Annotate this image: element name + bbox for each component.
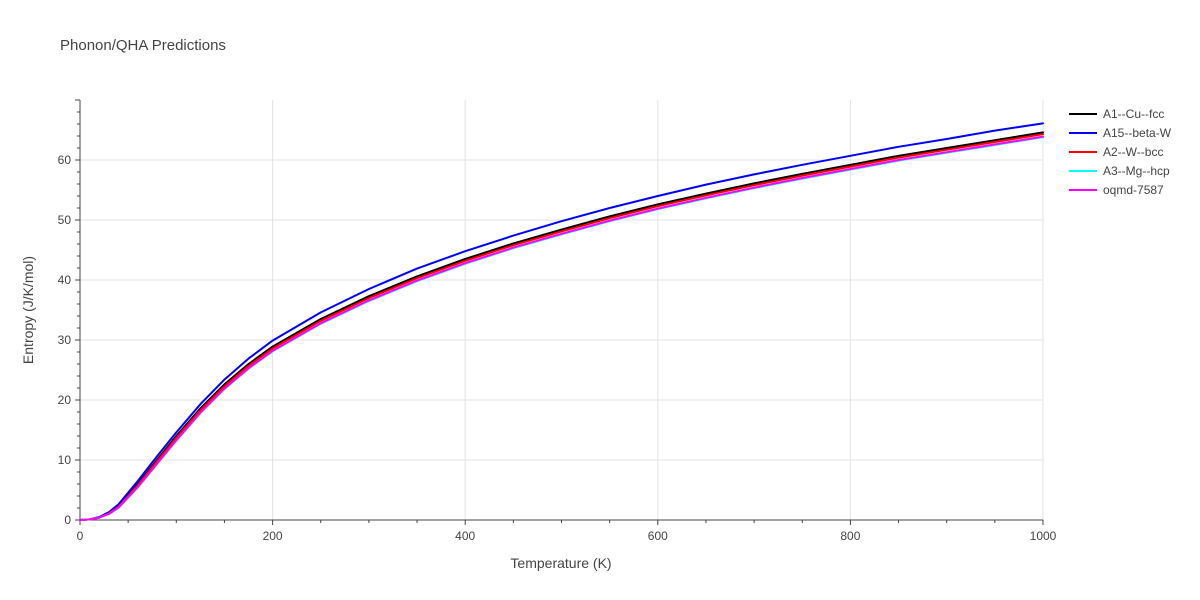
legend-label: A1--Cu--fcc xyxy=(1103,107,1164,121)
y-tick-label: 30 xyxy=(58,333,72,347)
legend-label: A15--beta-W xyxy=(1103,126,1172,140)
series-line-a2-w-bcc xyxy=(79,133,1044,521)
x-tick-label: 600 xyxy=(648,529,668,543)
chart-title: Phonon/QHA Predictions xyxy=(60,37,226,54)
plot-area xyxy=(79,122,1044,521)
series-line-a1-cu-fcc xyxy=(79,131,1044,521)
x-tick-label: 400 xyxy=(455,529,475,543)
legend-label: oqmd-7587 xyxy=(1103,183,1164,197)
legend-label: A3--Mg--hcp xyxy=(1103,164,1170,178)
x-tick-label: 800 xyxy=(840,529,860,543)
x-axis-title: Temperature (K) xyxy=(510,555,611,571)
series-line-oqmd-7587 xyxy=(79,135,1044,521)
y-tick-label: 60 xyxy=(58,153,72,167)
grid-lines xyxy=(80,100,1044,520)
legend: A1--Cu--fcc A15--beta-W A2--W--bcc A3--Mg--… xyxy=(1069,107,1172,197)
legend-label: A2--W--bcc xyxy=(1103,145,1163,159)
x-tick-label: 200 xyxy=(263,529,283,543)
y-tick-label: 40 xyxy=(58,273,72,287)
axes xyxy=(75,99,1044,525)
y-tick-label: 20 xyxy=(58,393,72,407)
y-tick-label: 0 xyxy=(64,513,71,527)
y-tick-label: 50 xyxy=(58,213,72,227)
series-line-a3-mg-hcp xyxy=(79,136,1044,521)
y-tick-label: 10 xyxy=(58,453,72,467)
y-axis-title: Entropy (J/K/mol) xyxy=(20,256,36,364)
tick-labels: 0 200 400 600 800 1000 0 10 20 30 40 50 60 xyxy=(58,153,1057,543)
x-tick-label: 1000 xyxy=(1030,529,1057,543)
x-tick-label: 0 xyxy=(77,529,84,543)
series-line-a15-beta-w xyxy=(79,122,1044,521)
